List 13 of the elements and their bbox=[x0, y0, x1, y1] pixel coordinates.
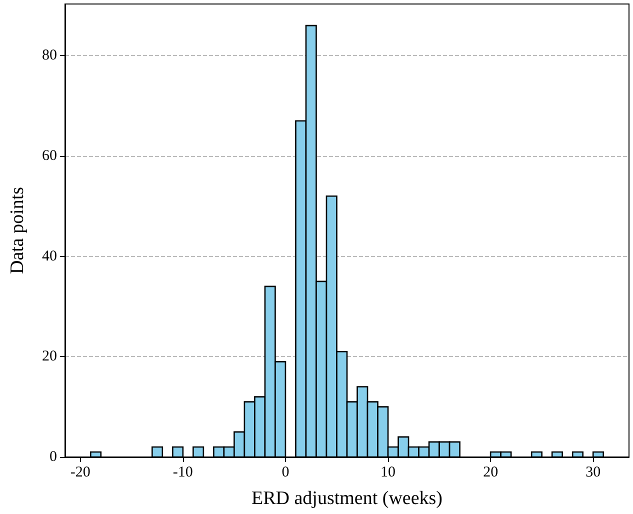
x-tick-label: 10 bbox=[380, 464, 396, 480]
x-tick-label: 20 bbox=[483, 464, 498, 480]
y-axis-title: Data points bbox=[7, 186, 28, 274]
x-axis-title: ERD adjustment (weeks) bbox=[251, 488, 443, 509]
y-tick-label: 80 bbox=[42, 48, 57, 64]
x-tick-label: 30 bbox=[586, 464, 601, 480]
y-tick-label: 20 bbox=[42, 348, 57, 365]
y-tick-label: 0 bbox=[50, 449, 57, 465]
x-tick-label: -20 bbox=[70, 464, 90, 480]
x-tick-label: -10 bbox=[172, 464, 193, 480]
x-tick-label: 0 bbox=[282, 464, 290, 480]
y-tick-label: 40 bbox=[42, 248, 57, 264]
y-tick-label: 60 bbox=[42, 148, 57, 164]
